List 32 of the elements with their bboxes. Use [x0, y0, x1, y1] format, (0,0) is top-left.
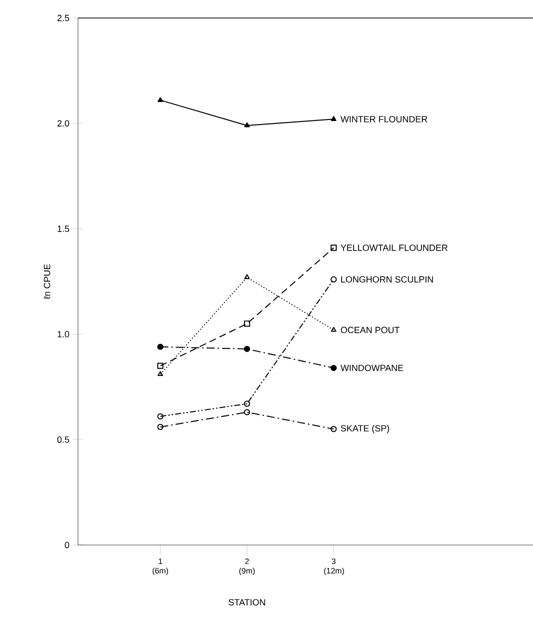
point	[244, 409, 250, 416]
point	[157, 97, 163, 102]
point	[330, 116, 336, 121]
y-tick-label: 2.5	[57, 14, 69, 22]
y-axis-title: ℓn CPUE	[44, 264, 50, 300]
y-tick-label: 2.0	[57, 120, 69, 127]
series-label: WINTER FLOUNDER	[340, 116, 428, 122]
point	[157, 424, 164, 430]
series-label: OCEAN POUT	[340, 326, 400, 334]
y-tick-label: 1.5	[58, 226, 69, 232]
point	[157, 371, 163, 376]
point	[157, 344, 164, 350]
series-label: SKATE (SP)	[340, 424, 389, 434]
y-tick-label: 0	[64, 542, 69, 548]
y-tick-label: 1.0	[58, 331, 69, 338]
point	[330, 426, 337, 432]
point	[330, 276, 337, 282]
point	[330, 244, 337, 251]
series-label: WINDOWPANE	[340, 364, 403, 372]
point	[330, 326, 336, 332]
point	[244, 320, 250, 327]
y-tick-label: 0.5	[57, 436, 69, 443]
point	[157, 362, 164, 369]
series-label: LONGHORN SCULPIN	[341, 276, 433, 283]
point	[157, 413, 164, 420]
series-label: YELLOWTAIL FLOUNDER	[340, 244, 448, 251]
point	[244, 346, 250, 352]
point	[244, 122, 250, 128]
point	[244, 400, 250, 407]
point	[244, 274, 250, 280]
point	[330, 364, 337, 372]
x-axis-title: STATION	[228, 599, 265, 606]
